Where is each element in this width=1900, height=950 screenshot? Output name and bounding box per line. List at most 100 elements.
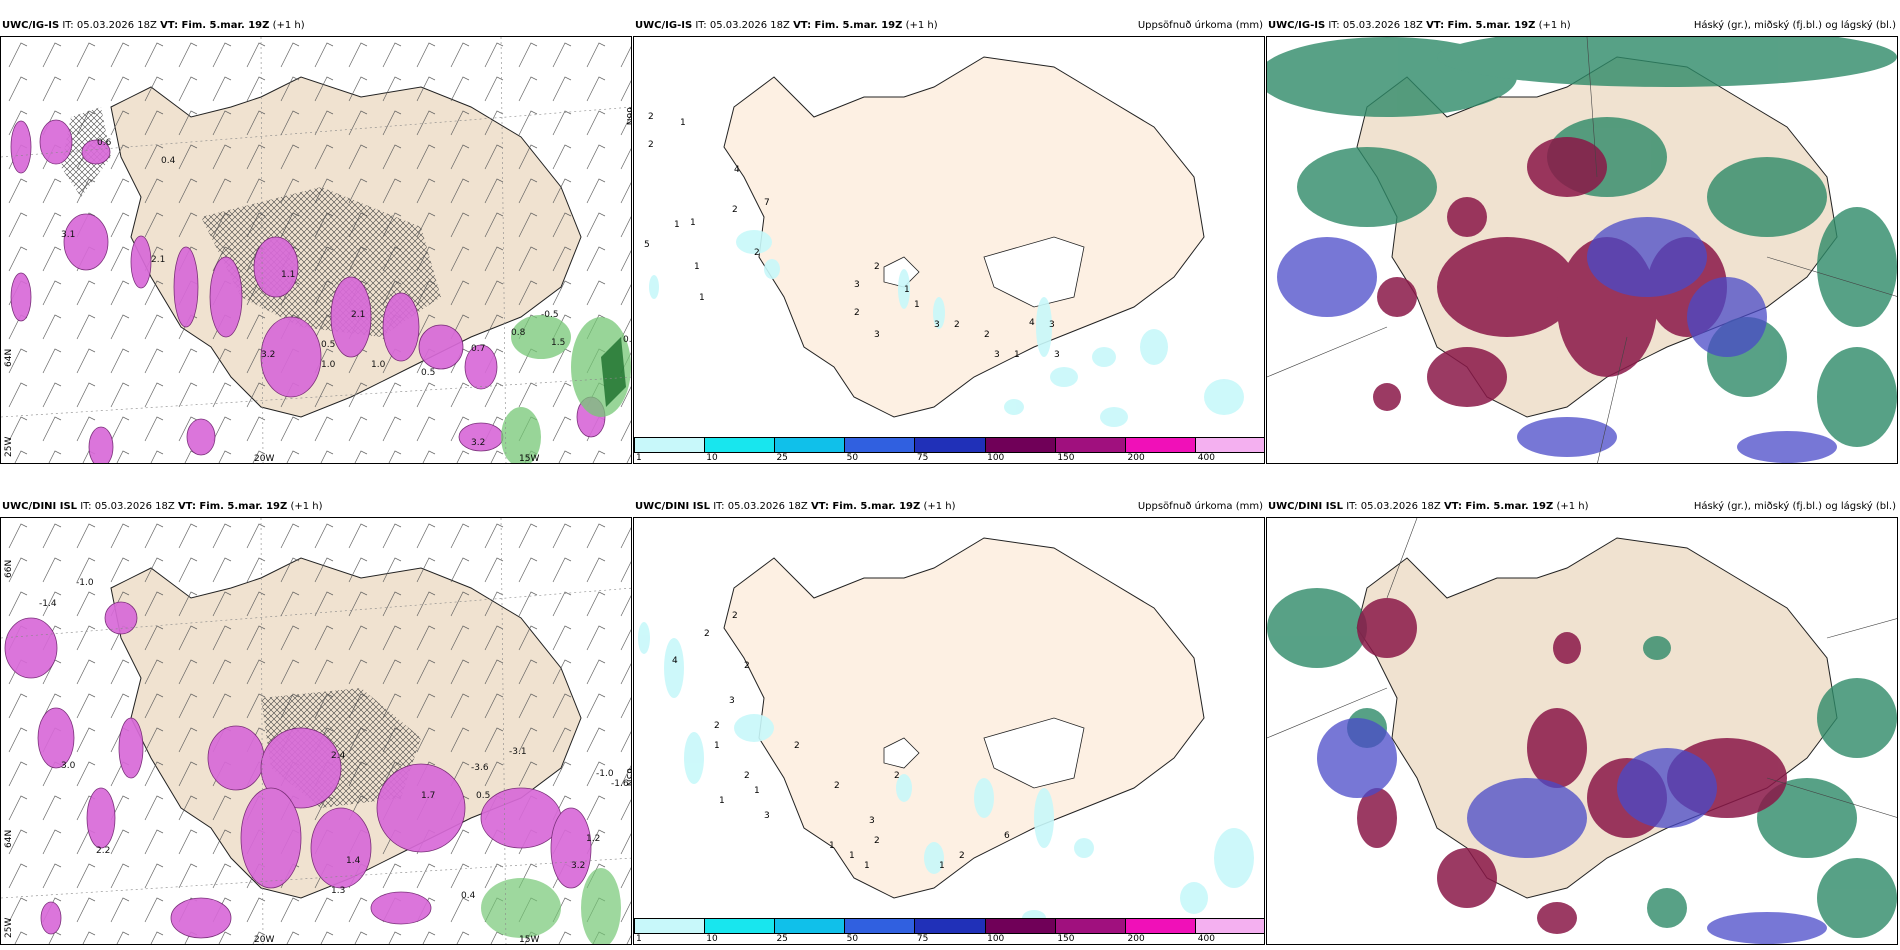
panel-title: Háský (gr.), miðský (fj.bl.) og lágský (… <box>1693 501 1896 512</box>
value-label: 4 <box>672 656 678 666</box>
panel-precip-bottom: UWC/DINI ISL IT: 05.03.2026 18Z VT: Fim.… <box>633 493 1265 945</box>
colorbar-tick-label: 200 <box>1127 934 1145 944</box>
colorbar-tick-label: 100 <box>987 934 1005 944</box>
value-label: 1.1 <box>281 270 295 280</box>
init-time: IT: 05.03.2026 18Z <box>1328 20 1423 31</box>
value-label: 2 <box>732 611 738 621</box>
model-name: UWC/IG-IS <box>635 20 693 31</box>
colorbar-ticks: 1 10 25 50 75 100 150 200 400 <box>634 934 1264 944</box>
colorbar-tick-label: 25 <box>776 453 788 463</box>
value-label: 1 <box>939 861 945 871</box>
panel-precip-top: UWC/IG-IS IT: 05.03.2026 18Z VT: Fim. 5.… <box>633 12 1265 464</box>
value-label: -1.0 <box>76 578 94 588</box>
value-label: 1.7 <box>421 791 435 801</box>
colorbar-swatch <box>1125 919 1196 933</box>
lead-time: (+1 h) <box>272 20 305 31</box>
panel-header: UWC/DINI ISL IT: 05.03.2026 18Z VT: Fim.… <box>2 501 323 513</box>
value-label: 1 <box>1014 350 1020 360</box>
colorbar-swatch <box>775 919 846 933</box>
value-label: 1.0 <box>321 360 336 370</box>
value-label: 1 <box>914 300 920 310</box>
precip-patches <box>649 230 1244 427</box>
precip-patches <box>638 622 1254 926</box>
colorbar-swatch <box>1055 438 1126 452</box>
value-label: 2 <box>874 836 880 846</box>
value-label: -3.1 <box>509 747 527 757</box>
precip-cells-green <box>481 868 621 944</box>
lead-time: (+1 h) <box>1538 20 1571 31</box>
value-label: 2 <box>744 771 750 781</box>
colorbar-tick-label: 1 <box>636 934 642 944</box>
value-label: -1.6 <box>611 779 629 789</box>
value-label: 3 <box>934 320 940 330</box>
init-time: IT: 05.03.2026 18Z <box>695 20 790 31</box>
value-label: 2 <box>959 851 965 861</box>
value-label: 1 <box>904 285 910 295</box>
colorbar-swatch <box>1195 919 1264 933</box>
value-label: 3 <box>854 280 860 290</box>
wind-precip-map: 0.4 0.6 3.1 2.1 1.1 3.2 0.5 1.0 0.5 0.7 0.8 -0.5 0.5… <box>1 37 632 463</box>
colorbar-tick-label: 150 <box>1057 934 1075 944</box>
value-label: 3.2 <box>471 438 485 448</box>
colorbar-swatch <box>985 919 1056 933</box>
panel-wind-bottom: UWC/DINI ISL IT: 05.03.2026 18Z VT: Fim.… <box>0 493 632 945</box>
value-label: 0.6 <box>97 138 112 148</box>
colorbar-tick-label: 10 <box>706 934 718 944</box>
valid-time: VT: Fim. 5.mar. 19Z <box>793 20 903 31</box>
value-label: 2 <box>954 320 960 330</box>
valid-time: VT: Fim. 5.mar. 19Z <box>810 501 921 512</box>
cloud-mid <box>1373 137 1727 411</box>
value-label: 1.4 <box>346 856 361 866</box>
colorbar-swatch <box>985 438 1056 452</box>
value-label: 1 <box>829 841 835 851</box>
panel-header: UWC/DINI ISL IT: 05.03.2026 18Z VT: Fim.… <box>635 501 956 513</box>
map-frame <box>1266 517 1898 945</box>
precip-cells-magenta <box>4 601 592 939</box>
panel-cloud-top: UWC/IG-IS IT: 05.03.2026 18Z VT: Fim. 5.… <box>1266 12 1898 464</box>
colorbar-tick-label: 1 <box>636 453 642 463</box>
model-name: UWC/IG-IS <box>2 20 60 31</box>
colorbar-tick-label: 75 <box>916 453 929 463</box>
lat-label-66n: 66N <box>4 560 14 578</box>
value-label: 2.2 <box>96 846 110 856</box>
value-label: 2 <box>854 308 860 318</box>
lead-time: (+1 h) <box>923 501 956 512</box>
model-name: UWC/DINI ISL <box>635 501 711 512</box>
value-label: 1 <box>719 796 725 806</box>
value-label: 2 <box>714 721 720 731</box>
value-label: 2 <box>754 248 760 258</box>
lat-label-65n: 65N <box>624 768 632 786</box>
value-label: 0.5 <box>476 791 490 801</box>
lead-time: (+1 h) <box>1556 501 1589 512</box>
model-name: UWC/IG-IS <box>1268 20 1326 31</box>
value-label: 6 <box>1004 831 1010 841</box>
model-name: UWC/DINI ISL <box>1268 501 1344 512</box>
value-label: 2.4 <box>331 751 346 761</box>
colorbar-tick-label: 25 <box>776 934 788 944</box>
value-label: 3 <box>869 816 875 826</box>
value-label: 1 <box>864 861 870 871</box>
valid-time: VT: Fim. 5.mar. 19Z <box>160 20 270 31</box>
valid-time: VT: Fim. 5.mar. 19Z <box>1443 501 1554 512</box>
value-label: 1 <box>674 220 680 230</box>
colorbar-tick-label: 400 <box>1197 934 1215 944</box>
lat-label-66n: 66N <box>624 107 632 125</box>
colorbar-swatch <box>705 919 776 933</box>
value-label: -1.0 <box>596 769 614 779</box>
panel-header: UWC/IG-IS IT: 05.03.2026 18Z VT: Fim. 5.… <box>2 20 305 32</box>
value-label: 2.1 <box>351 310 365 320</box>
init-time: IT: 05.03.2026 18Z <box>713 501 808 512</box>
init-time: IT: 05.03.2026 18Z <box>62 20 157 31</box>
colorbar-ticks: 1 10 25 50 75 100 150 200 400 <box>634 453 1264 463</box>
cloud-low <box>1277 217 1837 463</box>
cloud-low <box>1317 718 1827 944</box>
value-label: 1.3 <box>331 886 345 896</box>
value-label: 2 <box>648 112 654 122</box>
cloud-map <box>1267 518 1897 944</box>
colorbar-tick-label: 50 <box>846 934 859 944</box>
